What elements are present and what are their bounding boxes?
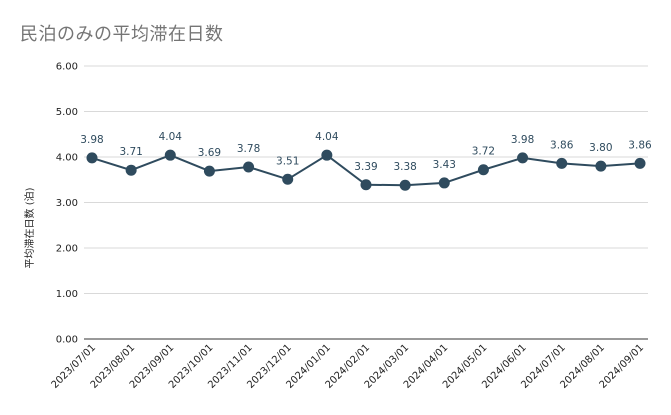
y-tick-label: 2.00 xyxy=(56,244,78,255)
data-point xyxy=(360,179,372,191)
data-label: 3.71 xyxy=(119,146,142,158)
y-axis-label: 平均滞在日数 (泊) xyxy=(23,187,36,268)
data-point xyxy=(321,149,333,161)
data-point xyxy=(125,164,137,176)
data-point xyxy=(556,157,568,169)
data-point xyxy=(595,160,607,172)
data-label: 3.78 xyxy=(237,143,260,155)
data-label: 3.72 xyxy=(472,146,495,158)
data-label: 4.04 xyxy=(315,131,339,143)
data-point xyxy=(243,161,255,173)
y-tick-label: 5.00 xyxy=(56,107,78,118)
data-point xyxy=(164,149,176,161)
y-tick-label: 4.00 xyxy=(56,153,78,164)
data-point xyxy=(203,165,215,177)
data-point xyxy=(634,157,646,169)
chart-title: 民泊のみの平均滞在日数 xyxy=(20,24,224,45)
data-label: 3.69 xyxy=(198,147,221,159)
data-label: 3.39 xyxy=(354,161,377,173)
y-tick-label: 1.00 xyxy=(56,289,78,300)
y-tick-label: 3.00 xyxy=(56,198,78,209)
data-label: 3.38 xyxy=(393,161,416,173)
y-tick-label: 0.00 xyxy=(56,335,78,346)
data-label: 3.98 xyxy=(511,134,534,146)
data-label: 3.86 xyxy=(628,139,652,151)
data-point xyxy=(517,152,529,164)
data-label: 3.51 xyxy=(276,155,299,167)
data-label: 3.98 xyxy=(80,134,103,146)
data-label: 3.43 xyxy=(433,159,456,171)
data-point xyxy=(86,152,98,164)
data-point xyxy=(438,177,450,189)
data-point xyxy=(282,173,294,185)
data-label: 4.04 xyxy=(159,131,183,143)
data-label: 3.80 xyxy=(589,142,612,154)
data-label: 3.86 xyxy=(550,139,574,151)
data-point xyxy=(399,179,411,191)
data-point xyxy=(477,164,489,176)
y-tick-label: 6.00 xyxy=(56,62,78,73)
